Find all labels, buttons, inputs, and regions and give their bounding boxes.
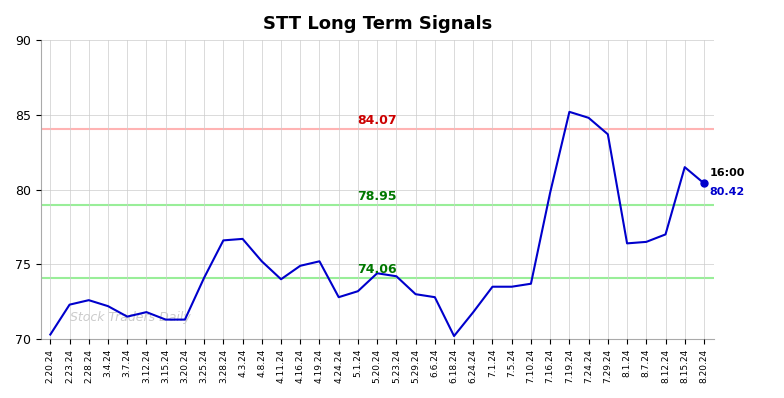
Text: Stock Traders Daily: Stock Traders Daily bbox=[70, 311, 191, 324]
Text: 16:00: 16:00 bbox=[710, 168, 745, 178]
Text: 78.95: 78.95 bbox=[358, 190, 397, 203]
Text: 84.07: 84.07 bbox=[358, 113, 397, 127]
Text: 80.42: 80.42 bbox=[710, 187, 745, 197]
Text: 74.06: 74.06 bbox=[358, 263, 397, 276]
Title: STT Long Term Signals: STT Long Term Signals bbox=[263, 15, 492, 33]
